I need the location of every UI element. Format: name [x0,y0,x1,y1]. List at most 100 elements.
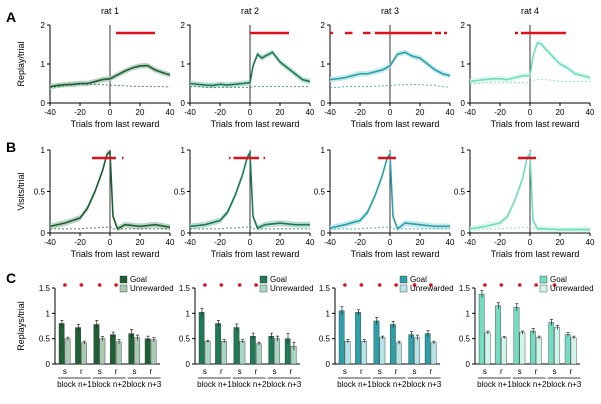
x-tick-label: 20 [136,238,145,247]
y-tick-label: 0 [321,99,326,108]
series-line-dashed [50,225,170,230]
category-label: s [203,367,207,376]
significance-dot [79,283,84,287]
panel-letter-a: A [6,9,16,25]
bar-unrewarded [344,341,351,365]
y-tick-label: 2 [41,21,46,30]
x-tick-label: 40 [166,108,175,117]
bar-unrewarded [99,338,106,365]
y-tick-label: 1 [181,146,186,155]
series-error-band [190,149,310,231]
x-tick-label: 0 [388,108,393,117]
significance-dot [534,283,538,287]
x-tick-label: -20 [214,108,226,117]
bar-unrewarded [221,341,227,365]
y-tick-label: 1 [461,60,466,69]
y-tick-label: 1 [181,60,186,69]
x-tick-label: 20 [136,108,145,117]
x-axis-label: Trials from last reward [351,249,440,259]
legend-label-unrewarded: Unrewarded [410,284,454,293]
significance-dot [377,283,382,287]
legend-swatch-goal [399,275,408,284]
y-tick-label: 0 [181,229,186,238]
y-tick-label: 1.5 [459,284,471,293]
x-tick-label: 20 [416,108,425,117]
category-label: s [133,367,137,376]
bar-goal [424,333,431,365]
bar-unrewarded [115,341,122,365]
bar-goal [58,323,65,365]
legend-label-unrewarded: Unrewarded [130,284,174,293]
y-tick-label: 1 [41,60,46,69]
group-label: block n+1 [197,380,232,389]
y-tick-label: 0 [326,360,331,369]
category-label: s [553,367,557,376]
bar-unrewarded [361,341,367,365]
category-label: r [255,367,258,376]
group-label: block n+2 [512,380,547,389]
series-line-solid [329,151,450,231]
category-label: s [273,367,277,376]
x-tick-label: 40 [446,108,455,117]
bar-unrewarded [81,342,87,365]
x-tick-label: -20 [354,238,366,247]
chart-title: rat 2 [241,6,259,16]
bar-unrewarded [430,342,437,365]
y-tick-label: 0 [461,229,466,238]
significance-dot [237,283,242,287]
bar-chart-c-1: 0 0.5 1 1.5 s r s r s r block n+1 block n+2 block n+… [16,275,174,389]
bar-goal [564,334,571,365]
bar-goal [478,293,485,365]
bar-goal [93,324,100,365]
x-tick-label: -40 [184,108,196,117]
x-tick-label: 0 [528,108,533,117]
line-chart-b-2: 0 0.5 1 -40 -20 0 20 40 Trials from last reward [174,146,315,259]
category-label: s [413,367,417,376]
y-tick-label: 1.5 [39,284,51,293]
y-tick-label: 0.5 [39,335,51,344]
bar-goal [408,334,415,365]
category-label: s [63,367,67,376]
bar-chart-c-4: 0 0.5 1 1.5 s r s r s r block n+1 block n+2 block n+… [459,275,594,389]
bar-goal [75,327,81,365]
x-tick-label: 0 [248,108,253,117]
bar-goal [250,335,256,365]
y-tick-label: 1 [321,60,326,69]
line-chart-b-4: 0 0.5 1 -40 -20 0 20 40 Trials from last reward [454,146,595,259]
legend-label-unrewarded: Unrewarded [270,284,314,293]
y-tick-label: 0 [186,360,191,369]
y-tick-label: 1 [186,309,191,318]
bar-unrewarded [484,332,491,365]
bar-unrewarded [274,338,281,365]
legend-label-goal: Goal [410,275,427,284]
bar-chart-c-3: 0 0.5 1 1.5 s r s r s r block n+1 block n+2 block n+… [319,275,454,389]
panel-letter-c: C [6,270,16,286]
x-axis-label: Trials from last reward [71,119,160,129]
significance-dot [552,283,557,287]
y-tick-label: 2 [461,21,466,30]
series-line-dashed [190,225,310,230]
group-label: block n+3 [267,380,302,389]
x-axis-label: Trials from last reward [71,249,160,259]
bar-goal [390,324,396,365]
significance-dot [483,283,487,287]
category-label: r [150,367,153,376]
y-tick-label: 1.5 [319,284,331,293]
x-axis-label: Trials from last reward [211,119,300,129]
y-tick-label: 0 [41,229,46,238]
y-axis-label: Replays/trial [16,301,26,351]
group-label: block n+3 [407,380,442,389]
bar-unrewarded [134,337,141,365]
y-tick-label: 2 [181,21,186,30]
y-tick-label: 0 [466,360,471,369]
category-label: s [238,367,242,376]
y-tick-label: 0 [46,360,51,369]
y-tick-label: 1 [41,146,46,155]
y-tick-label: 0.5 [319,335,331,344]
x-tick-label: 40 [586,238,595,247]
x-tick-label: -20 [74,108,86,117]
bar-goal [128,333,135,365]
line-chart-a-4: 0 1 2 -40 -20 0 20 40 rat 4 Trials from last rewa… [461,6,595,129]
legend-swatch-unrewarded [539,284,548,293]
